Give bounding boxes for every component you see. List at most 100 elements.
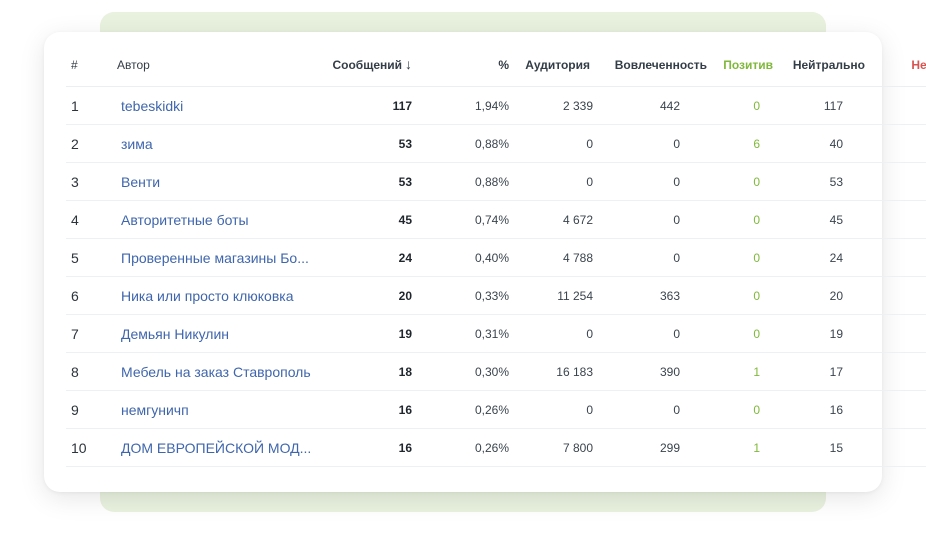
cell-neutral: 19 <box>778 314 870 353</box>
cell-audience: 4 672 <box>514 200 595 239</box>
cell-percent: 0,74% <box>432 200 514 239</box>
top-authors-card: # Автор Сообщений ↓ % Аудитория Вовлеченн… <box>44 32 926 492</box>
cell-negative: 0 <box>870 86 926 125</box>
cell-percent: 1,94% <box>432 86 514 125</box>
cell-positive: 1 <box>712 352 778 391</box>
cell-negative: 0 <box>870 428 926 467</box>
cell-audience: 11 254 <box>514 276 595 315</box>
cell-author: зима <box>112 124 320 163</box>
cell-rank: 2 <box>66 124 112 163</box>
cell-audience: 2 339 <box>514 86 595 125</box>
cell-engagement: 0 <box>595 124 712 163</box>
cell-audience: 16 183 <box>514 352 595 391</box>
cell-rank: 6 <box>66 276 112 315</box>
cell-author: Мебель на заказ Ставрополь <box>112 352 320 391</box>
table-row: 6 Ника или просто клюковка 20 0,33% 11 254 36… <box>66 276 926 315</box>
cell-rank: 4 <box>66 200 112 239</box>
cell-percent: 0,33% <box>432 276 514 315</box>
cell-negative: 0 <box>870 390 926 429</box>
cell-percent: 0,26% <box>432 390 514 429</box>
author-link[interactable]: Авторитетные боты <box>121 211 249 228</box>
cell-audience: 4 788 <box>514 238 595 277</box>
cell-author: Ника или просто клюковка <box>112 276 320 315</box>
cell-audience: 0 <box>514 124 595 163</box>
cell-author: ДОМ ЕВРОПЕЙСКОЙ МОД... <box>112 428 320 467</box>
cell-rank: 5 <box>66 238 112 277</box>
cell-percent: 0,26% <box>432 428 514 467</box>
cell-positive: 0 <box>712 86 778 125</box>
author-link[interactable]: Ника или просто клюковка <box>121 287 294 304</box>
column-header-rank: # <box>66 44 112 87</box>
cell-author: tebeskidki <box>112 86 320 125</box>
cell-engagement: 0 <box>595 200 712 239</box>
cell-positive: 0 <box>712 162 778 201</box>
table-row: 8 Мебель на заказ Ставрополь 18 0,30% 16 183… <box>66 352 926 391</box>
cell-rank: 7 <box>66 314 112 353</box>
cell-percent: 0,40% <box>432 238 514 277</box>
cell-percent: 0,88% <box>432 162 514 201</box>
column-header-positive[interactable]: Позитив <box>712 44 778 87</box>
column-header-messages[interactable]: Сообщений ↓ <box>320 44 432 87</box>
cell-neutral: 15 <box>778 428 870 467</box>
cell-positive: 0 <box>712 200 778 239</box>
cell-author: немгуничп <box>112 390 320 429</box>
author-link[interactable]: немгуничп <box>121 401 189 418</box>
column-header-negative[interactable]: Негатив <box>870 44 926 87</box>
cell-rank: 10 <box>66 428 112 467</box>
authors-table: # Автор Сообщений ↓ % Аудитория Вовлеченн… <box>66 44 926 467</box>
cell-engagement: 0 <box>595 390 712 429</box>
cell-neutral: 53 <box>778 162 870 201</box>
author-link[interactable]: зима <box>121 135 153 152</box>
cell-messages: 45 <box>320 200 432 239</box>
author-link[interactable]: Венти <box>121 173 161 190</box>
column-header-percent[interactable]: % <box>432 44 514 87</box>
cell-neutral: 20 <box>778 276 870 315</box>
author-link[interactable]: Демьян Никулин <box>121 325 230 342</box>
cell-rank: 3 <box>66 162 112 201</box>
cell-positive: 6 <box>712 124 778 163</box>
cell-engagement: 442 <box>595 86 712 125</box>
cell-positive: 0 <box>712 276 778 315</box>
cell-messages: 20 <box>320 276 432 315</box>
author-link[interactable]: ДОМ ЕВРОПЕЙСКОЙ МОД... <box>121 439 312 456</box>
cell-rank: 9 <box>66 390 112 429</box>
cell-rank: 1 <box>66 86 112 125</box>
cell-messages: 53 <box>320 124 432 163</box>
author-link[interactable]: Мебель на заказ Ставрополь <box>121 363 311 380</box>
cell-neutral: 117 <box>778 86 870 125</box>
cell-neutral: 24 <box>778 238 870 277</box>
cell-neutral: 16 <box>778 390 870 429</box>
sort-descending-icon[interactable]: ↓ <box>405 56 412 72</box>
author-link[interactable]: Проверенные магазины Бо... <box>121 249 309 266</box>
cell-messages: 16 <box>320 390 432 429</box>
cell-author: Венти <box>112 162 320 201</box>
cell-author: Проверенные магазины Бо... <box>112 238 320 277</box>
cell-percent: 0,88% <box>432 124 514 163</box>
column-header-engagement[interactable]: Вовлеченность <box>595 44 712 87</box>
cell-audience: 7 800 <box>514 428 595 467</box>
cell-engagement: 0 <box>595 238 712 277</box>
column-header-audience[interactable]: Аудитория <box>514 44 595 87</box>
cell-engagement: 390 <box>595 352 712 391</box>
cell-engagement: 299 <box>595 428 712 467</box>
cell-neutral: 45 <box>778 200 870 239</box>
cell-percent: 0,31% <box>432 314 514 353</box>
column-header-author-label: Автор <box>117 58 150 72</box>
cell-negative: 0 <box>870 276 926 315</box>
author-link[interactable]: tebeskidki <box>121 97 184 114</box>
cell-audience: 0 <box>514 314 595 353</box>
cell-messages: 24 <box>320 238 432 277</box>
cell-engagement: 363 <box>595 276 712 315</box>
column-header-author[interactable]: Автор <box>112 44 320 87</box>
cell-negative: 0 <box>870 162 926 201</box>
cell-positive: 0 <box>712 390 778 429</box>
column-header-neutral[interactable]: Нейтрально <box>778 44 870 87</box>
table-row: 5 Проверенные магазины Бо... 24 0,40% 4 788 0… <box>66 238 926 277</box>
cell-messages: 16 <box>320 428 432 467</box>
